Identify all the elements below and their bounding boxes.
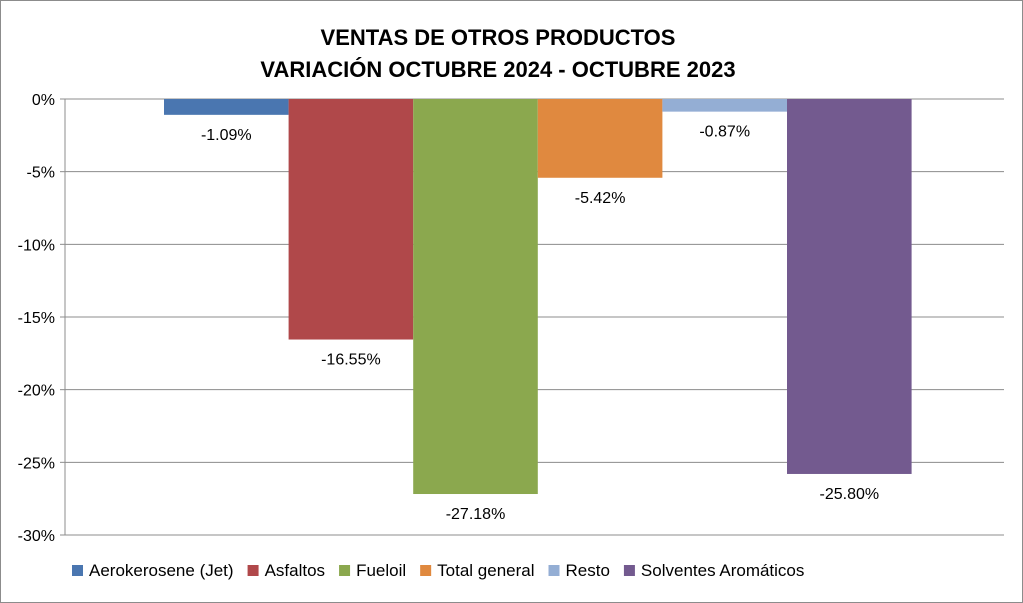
bar-5: [662, 99, 787, 112]
legend-swatch: [339, 565, 351, 576]
legend-item: Resto: [548, 561, 610, 580]
legend-label: Total general: [437, 561, 534, 580]
data-label: -25.80%: [820, 486, 880, 503]
legend-label: Aerokerosene (Jet): [89, 561, 234, 580]
legend-item: Aerokerosene (Jet): [72, 561, 234, 580]
y-tick-label: -15%: [18, 310, 55, 327]
y-tick-label: 0%: [32, 92, 55, 109]
bar-1: [164, 99, 289, 115]
data-label: -5.42%: [575, 190, 626, 207]
bar-4: [537, 99, 663, 178]
legend-item: Total general: [420, 561, 535, 580]
legend-label: Asfaltos: [265, 561, 325, 580]
legend-swatch: [548, 565, 560, 576]
bar-2: [288, 99, 414, 340]
y-tick-label: -25%: [18, 455, 55, 472]
y-tick-label: -30%: [18, 528, 55, 545]
y-tick-label: -20%: [18, 383, 55, 400]
bar-6: [787, 99, 912, 474]
y-tick-label: -10%: [18, 237, 55, 254]
data-label: -1.09%: [201, 127, 252, 144]
data-label: -27.18%: [446, 506, 506, 523]
legend-item: Asfaltos: [247, 561, 325, 580]
legend-swatch: [420, 565, 432, 576]
legend-swatch: [623, 565, 635, 576]
legend-swatch: [72, 565, 83, 576]
legend-item: Solventes Aromáticos: [623, 561, 804, 580]
y-tick-label: -5%: [27, 165, 55, 182]
data-label: -0.87%: [699, 124, 750, 141]
chart-title-line-2: VARIACIÓN OCTUBRE 2024 - OCTUBRE 2023: [260, 57, 735, 82]
legend-label: Resto: [566, 561, 610, 580]
data-label: -16.55%: [321, 352, 381, 369]
legend-swatch: [247, 565, 259, 576]
legend-label: Solventes Aromáticos: [641, 561, 804, 580]
legend-label: Fueloil: [356, 561, 406, 580]
bar-3: [413, 99, 538, 495]
chart-title-line-1: VENTAS DE OTROS PRODUCTOS: [321, 25, 676, 50]
legend-item: Fueloil: [339, 561, 406, 580]
